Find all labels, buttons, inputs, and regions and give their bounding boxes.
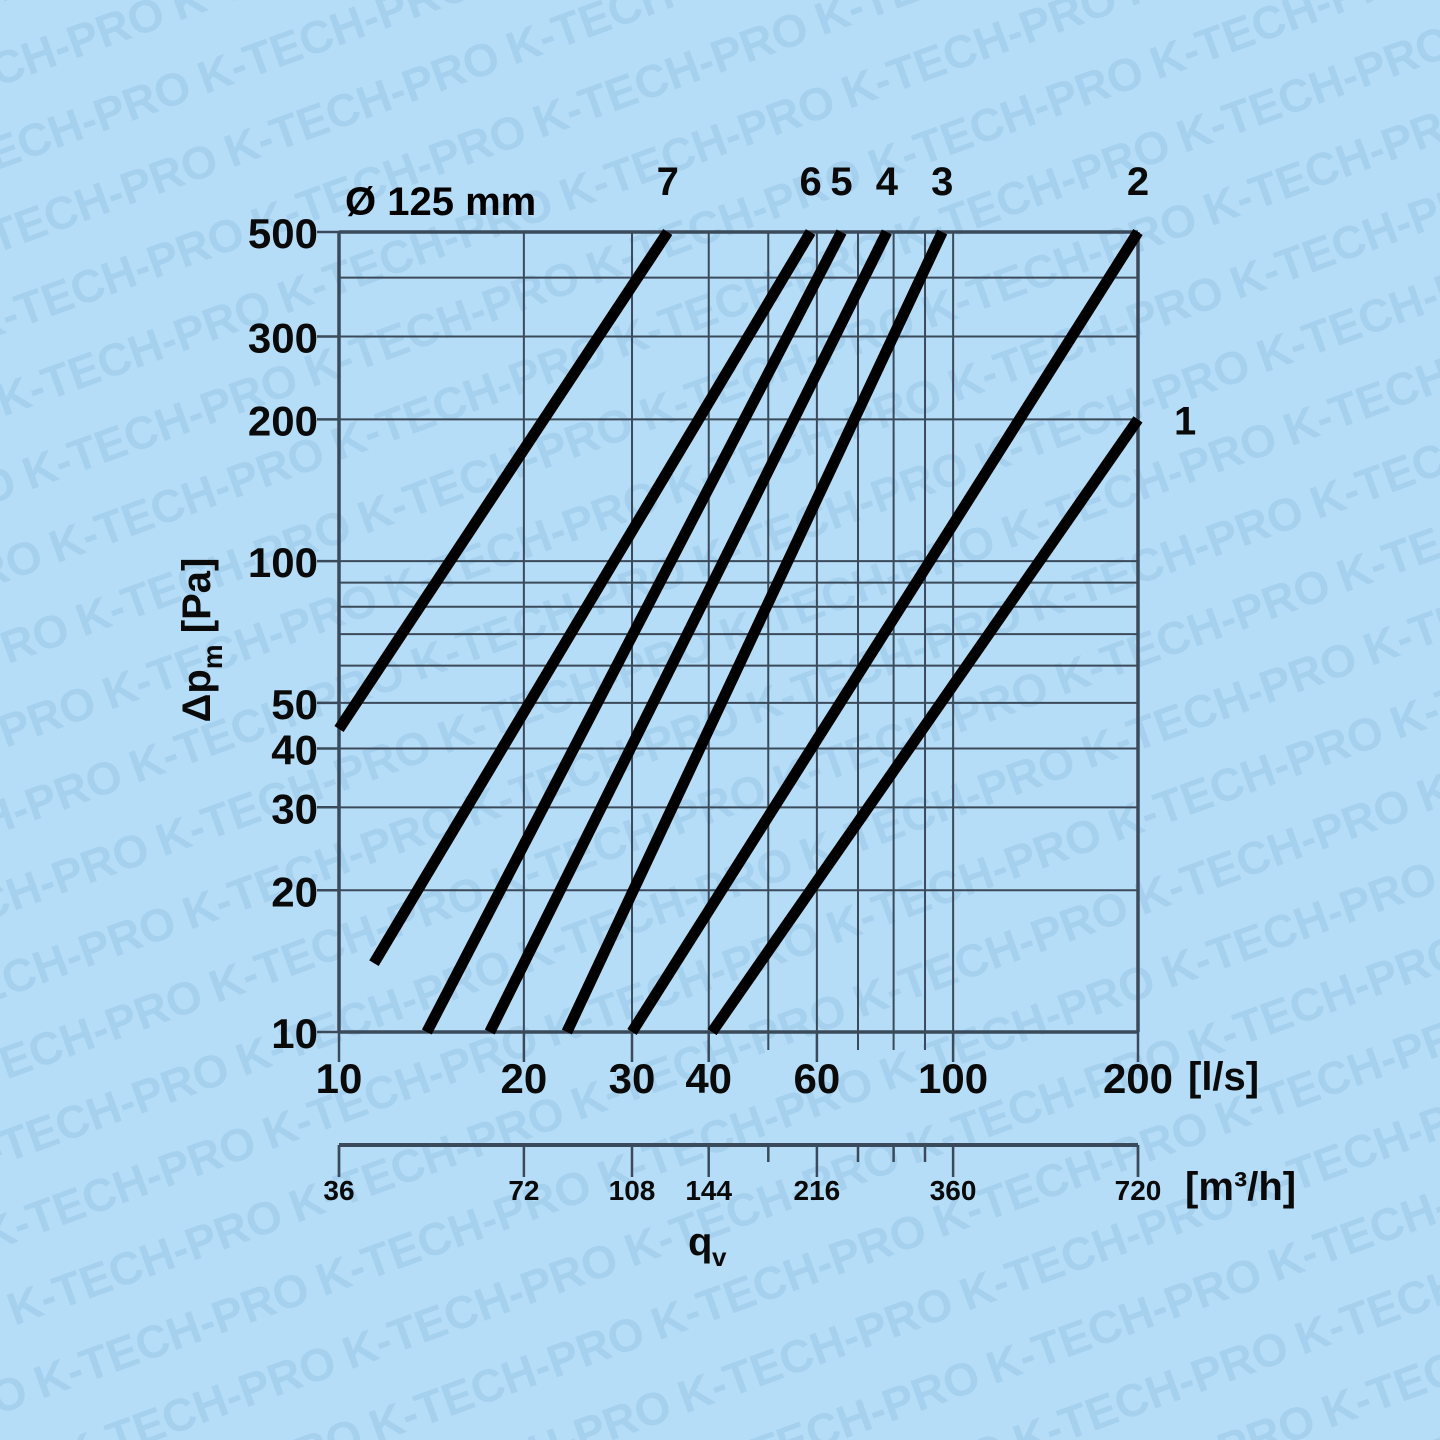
y-tick-label: 100 <box>248 539 318 586</box>
curve-label: 6 <box>799 160 821 204</box>
qv-symbol-main: q <box>688 1220 712 1264</box>
curve-label: 7 <box>657 160 679 204</box>
secondary-x-tick-label: 216 <box>794 1175 841 1206</box>
curve-label: 2 <box>1127 160 1149 204</box>
y-tick-label: 500 <box>248 210 318 257</box>
x-axis-unit-secondary: [m³/h] <box>1185 1165 1296 1209</box>
y-tick-label: 10 <box>271 1010 318 1057</box>
x-axis-unit-primary: [l/s] <box>1188 1055 1259 1099</box>
secondary-x-tick-label: 144 <box>685 1175 732 1206</box>
curve-label: 1 <box>1174 399 1196 443</box>
curve-layer <box>334 228 1143 1036</box>
secondary-x-tick-label: 72 <box>508 1175 539 1206</box>
y-axis-title-delta: Δp <box>175 669 219 722</box>
y-tick-label: 20 <box>271 868 318 915</box>
y-tick-label: 40 <box>271 727 318 774</box>
y-axis-title: Δpm [Pa] <box>175 558 228 723</box>
secondary-axis-layer: 36 72 108 144 216 360 720 <box>323 1143 1162 1206</box>
y-tick-label: 50 <box>271 681 318 728</box>
y-tick-label: 300 <box>248 315 318 362</box>
curve-line <box>421 229 847 1035</box>
secondary-x-tick-label: 36 <box>323 1175 354 1206</box>
y-tick-label: 30 <box>271 785 318 832</box>
curve-label: 4 <box>876 160 899 204</box>
qv-symbol-sub: v <box>712 1242 727 1272</box>
curve-line <box>561 229 948 1035</box>
secondary-x-tick-label: 108 <box>609 1175 656 1206</box>
qv-symbol: q v <box>688 1220 727 1272</box>
y-tick-label: 200 <box>248 397 318 444</box>
curve-line <box>484 229 892 1035</box>
y-axis-title-sub: m <box>197 644 228 669</box>
svg-text:Δpm [Pa]: Δpm [Pa] <box>175 558 228 723</box>
secondary-x-tick-label: 360 <box>930 1175 977 1206</box>
x-tick-label: 60 <box>794 1055 841 1102</box>
x-tick-label: 100 <box>918 1055 988 1102</box>
x-tick-label: 10 <box>316 1055 363 1102</box>
secondary-x-tick-label: 720 <box>1115 1175 1162 1206</box>
curve-line <box>627 229 1143 1035</box>
axis-ticks-layer <box>317 230 1140 1062</box>
y-axis-title-unit: [Pa] <box>175 558 219 634</box>
curve-line <box>334 228 673 733</box>
x-tick-label: 20 <box>501 1055 548 1102</box>
curve-line <box>369 229 816 967</box>
curve-label: 3 <box>931 160 953 204</box>
curve-label: 5 <box>830 160 852 204</box>
chart-title: Ø 125 mm <box>345 180 536 224</box>
x-tick-label: 40 <box>685 1055 732 1102</box>
x-tick-label: 30 <box>609 1055 656 1102</box>
x-tick-label: 200 <box>1103 1055 1173 1102</box>
curve-line <box>707 416 1143 1036</box>
